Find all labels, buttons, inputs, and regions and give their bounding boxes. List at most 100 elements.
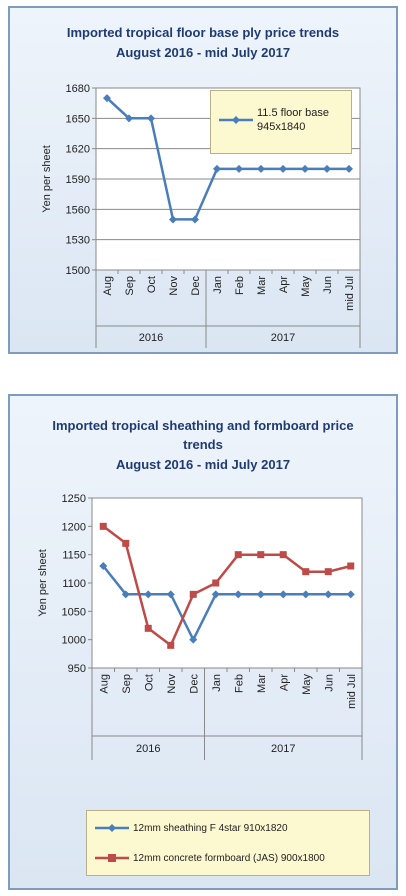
y-tick-label: 1500 (66, 265, 90, 277)
y-tick-label: 1560 (66, 204, 90, 216)
x-tick-label: May (300, 276, 312, 297)
x-tick-label: Sep (124, 276, 136, 296)
data-point (144, 590, 153, 599)
x-tick-label: Feb (233, 674, 245, 693)
legend-swatch-blue (219, 114, 253, 126)
data-point (257, 164, 265, 173)
y-tick-label: 1620 (66, 144, 90, 156)
chart-subtitle: August 2016 - mid July 2017 (115, 457, 291, 472)
floor-base-ply-chart-panel: Imported tropical floor base ply price t… (8, 6, 398, 354)
x-tick-label: Sep (121, 674, 133, 694)
data-point (279, 164, 287, 173)
data-point (144, 624, 152, 632)
x-tick-label: mid Jul (344, 276, 356, 311)
x-tick-label: Oct (143, 674, 155, 691)
x-tick-label: Oct (146, 276, 158, 293)
data-point (212, 579, 220, 587)
legend-label: 12mm sheathing F 4star 910x1820 (133, 822, 288, 834)
chart-legend: 11.5 floor base 945x1840 (210, 90, 352, 154)
year-group-label: 2016 (139, 332, 163, 344)
data-point (213, 164, 221, 173)
data-point (99, 562, 108, 570)
y-axis-label: Yen per sheet (37, 549, 49, 616)
y-tick-label: 1100 (62, 578, 86, 590)
x-tick-label: Jun (322, 276, 334, 294)
chart-title: Imported tropical floor base ply price t… (66, 25, 340, 40)
data-point (301, 590, 310, 599)
x-tick-label: May (301, 674, 313, 695)
legend-item: 12mm concrete formboard (JAS) 900x1800 (95, 849, 325, 867)
data-point (302, 568, 310, 576)
year-group-label: 2016 (136, 743, 160, 755)
x-tick-label: Jun (323, 674, 335, 692)
data-point (99, 522, 107, 530)
data-point (346, 590, 355, 599)
legend-label: 11.5 floor base 945x1840 (257, 107, 329, 133)
y-axis-label: Yen per sheet (41, 145, 53, 212)
y-tick-label: 1250 (62, 493, 86, 505)
x-tick-label: Mar (256, 276, 268, 295)
floor-base-ply-line-chart: 1500 1530 1560 1590 1620 1650 1680 Yen per shee… (41, 83, 361, 348)
data-point (279, 590, 288, 599)
x-tick-label: Nov (168, 276, 180, 296)
data-point (345, 164, 353, 173)
data-point (234, 590, 243, 599)
data-point (347, 562, 355, 570)
y-tick-label: 1530 (66, 235, 90, 247)
x-tick-label: mid Jul (346, 674, 358, 709)
data-point (256, 590, 265, 599)
data-point (103, 94, 111, 103)
x-tick-label: Mar (256, 674, 268, 693)
data-point (234, 551, 242, 559)
data-point (301, 164, 309, 173)
legend-label: 12mm concrete formboard (JAS) 900x1800 (133, 852, 325, 864)
data-point (121, 590, 130, 599)
y-tick-label: 1150 (62, 550, 86, 562)
chart-subtitle: August 2016 - mid July 2017 (115, 45, 291, 60)
x-tick-label: Dec (188, 674, 200, 694)
data-point (189, 635, 198, 644)
plot-area (91, 497, 363, 669)
data-point (125, 114, 133, 123)
legend-item: 11.5 floor base 945x1840 (219, 107, 347, 133)
y-tick-label: 1590 (66, 174, 90, 186)
data-point (324, 590, 333, 599)
data-point (324, 568, 332, 576)
legend-swatch-blue (95, 822, 129, 834)
series-line (102, 525, 352, 647)
y-tick-label: 950 (68, 663, 86, 675)
year-group-label: 2017 (271, 743, 295, 755)
data-point (279, 551, 287, 559)
data-point (211, 590, 220, 599)
data-point (235, 164, 243, 173)
x-tick-label: Apr (278, 674, 290, 691)
y-tick-label: 1680 (66, 83, 90, 95)
y-tick-label: 1650 (66, 113, 90, 125)
data-point (167, 641, 175, 649)
x-tick-label: Jan (212, 276, 224, 294)
x-tick-label: Aug (98, 674, 110, 694)
x-tick-label: Dec (190, 276, 202, 296)
x-tick-label: Apr (278, 276, 290, 293)
sheathing-formboard-chart-panel: Imported tropical sheathing and formboar… (8, 394, 398, 890)
data-point (257, 551, 265, 559)
legend-item: 12mm sheathing F 4star 910x1820 (95, 819, 288, 837)
y-tick-label: 1000 (62, 635, 86, 647)
data-point (323, 164, 331, 173)
chart-legend: 12mm sheathing F 4star 910x1820 12mm con… (86, 810, 370, 876)
y-tick-label: 1050 (62, 606, 86, 618)
x-tick-label: Aug (102, 276, 114, 296)
data-point (122, 539, 130, 547)
year-group-label: 2017 (271, 332, 295, 344)
x-tick-label: Nov (166, 674, 178, 694)
data-point (189, 590, 197, 598)
data-point (166, 590, 175, 599)
data-point (169, 215, 177, 224)
sheathing-formboard-line-chart: 950 1000 1050 1100 1150 1200 1250 Yen per sheet… (37, 493, 363, 760)
data-point (191, 215, 199, 224)
chart-title: Imported tropical sheathing and formboar… (52, 418, 354, 452)
x-tick-label: Feb (234, 276, 246, 295)
y-tick-label: 1200 (62, 521, 86, 533)
data-point (147, 114, 155, 123)
x-tick-label: Jan (211, 674, 223, 692)
